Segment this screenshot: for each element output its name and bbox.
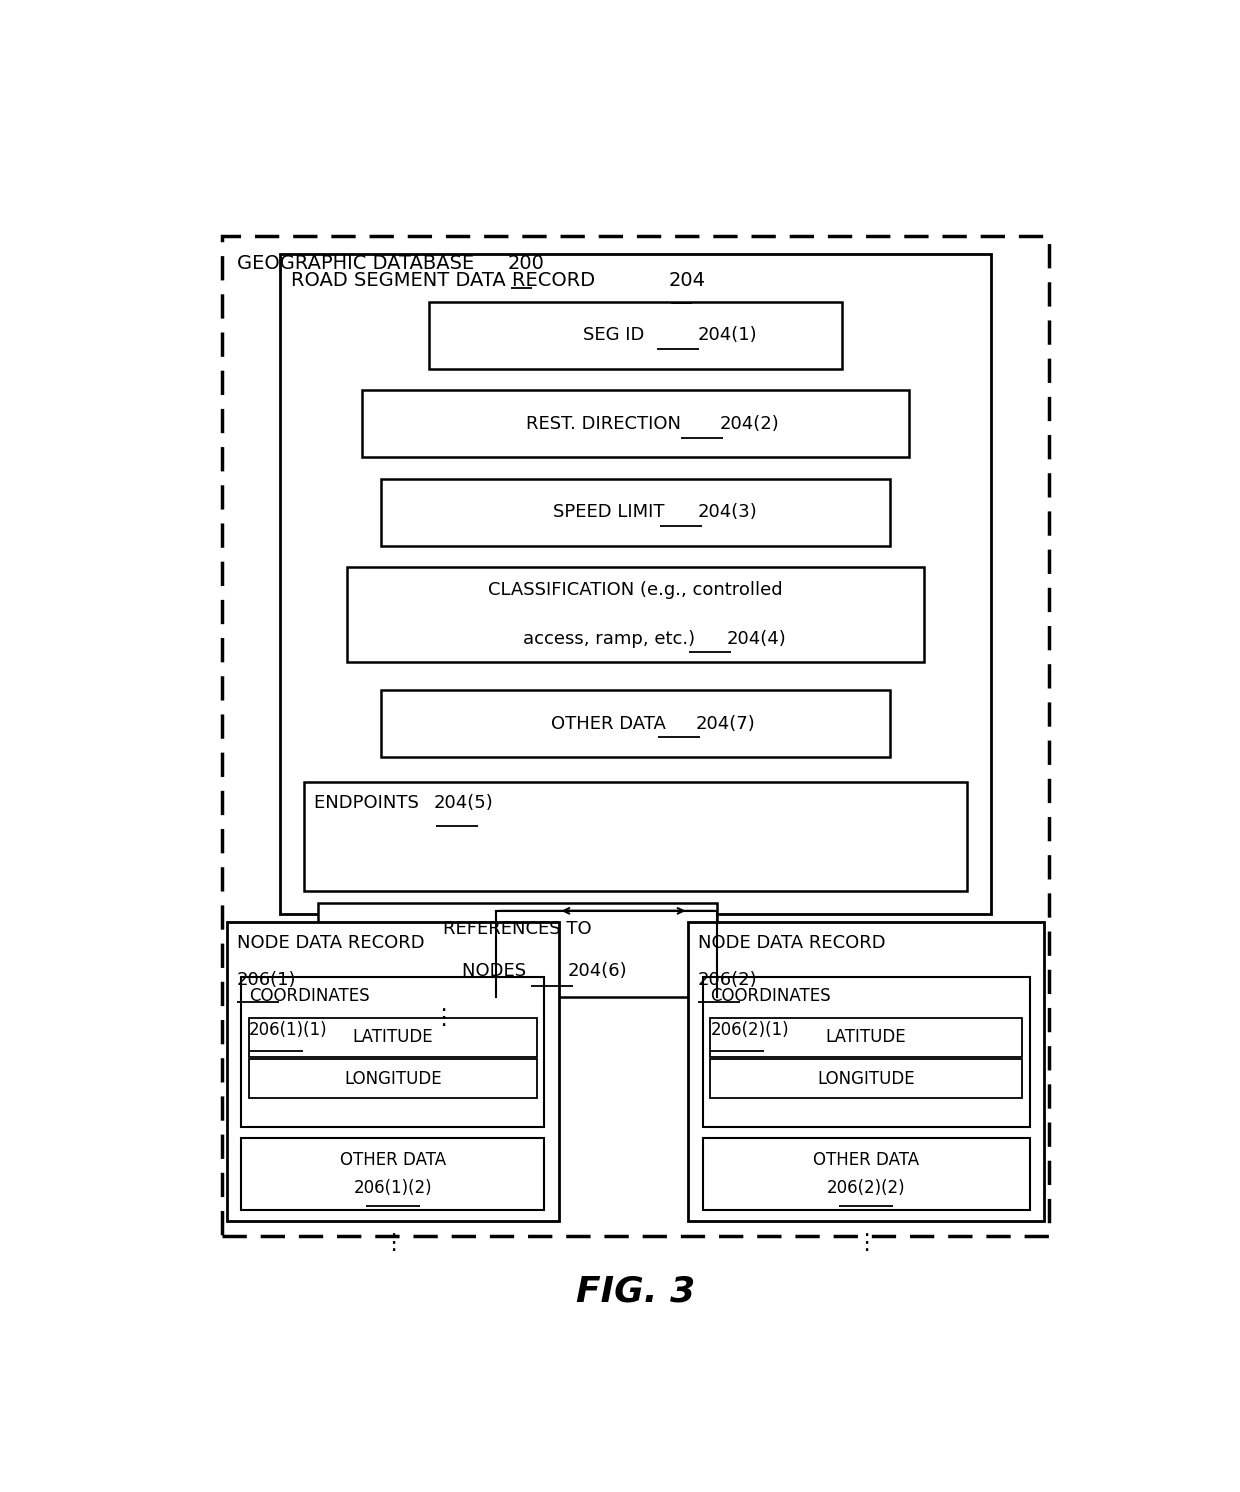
Text: ⋮: ⋮ (856, 1232, 877, 1253)
Bar (688, 922, 1044, 1220)
Bar (381, 691, 890, 756)
Text: OTHER DATA: OTHER DATA (813, 1152, 919, 1170)
Bar (249, 1059, 537, 1098)
Text: SEG ID: SEG ID (583, 327, 650, 345)
Text: OTHER DATA: OTHER DATA (551, 715, 672, 733)
Bar (227, 922, 558, 1220)
Text: REST. DIRECTION: REST. DIRECTION (526, 415, 687, 433)
Bar (280, 254, 991, 915)
Text: NODE DATA RECORD: NODE DATA RECORD (698, 934, 885, 952)
Text: NODE DATA RECORD: NODE DATA RECORD (237, 934, 424, 952)
Bar (242, 1138, 544, 1210)
Bar (347, 567, 924, 661)
Text: CLASSIFICATION (e.g., controlled: CLASSIFICATION (e.g., controlled (489, 582, 782, 600)
Bar (711, 1018, 1022, 1056)
Text: NODES: NODES (461, 961, 532, 980)
Text: access, ramp, etc.): access, ramp, etc.) (522, 630, 701, 648)
Text: 204(7): 204(7) (696, 715, 756, 733)
Bar (703, 977, 1029, 1126)
Text: 204(1): 204(1) (698, 327, 758, 345)
Bar (711, 1059, 1022, 1098)
Text: 204(4): 204(4) (727, 630, 786, 648)
Text: SPEED LIMIT: SPEED LIMIT (553, 503, 670, 521)
Bar (429, 301, 842, 369)
Bar (703, 1138, 1029, 1210)
Bar (381, 479, 890, 546)
Text: FIG. 3: FIG. 3 (575, 1274, 696, 1308)
Text: LATITUDE: LATITUDE (352, 1028, 433, 1046)
Text: ENDPOINTS: ENDPOINTS (314, 794, 424, 812)
Text: 206(2)(2): 206(2)(2) (827, 1179, 905, 1197)
Text: 206(1): 206(1) (237, 971, 296, 989)
Text: ⋮: ⋮ (433, 1007, 454, 1028)
Text: OTHER DATA: OTHER DATA (340, 1152, 446, 1170)
Text: LATITUDE: LATITUDE (826, 1028, 906, 1046)
Text: COORDINATES: COORDINATES (249, 986, 370, 1004)
Text: COORDINATES: COORDINATES (711, 986, 831, 1004)
Bar (242, 977, 544, 1126)
Bar (319, 903, 717, 997)
Text: REFERENCES TO: REFERENCES TO (444, 921, 591, 938)
Text: LONGITUDE: LONGITUDE (817, 1070, 915, 1088)
Text: ROAD SEGMENT DATA RECORD: ROAD SEGMENT DATA RECORD (291, 272, 601, 289)
Text: 204(6): 204(6) (568, 961, 627, 980)
Text: LONGITUDE: LONGITUDE (343, 1070, 441, 1088)
Text: ⋮: ⋮ (382, 1232, 404, 1253)
Bar (304, 782, 967, 891)
Bar (249, 1018, 537, 1056)
Text: 206(2): 206(2) (698, 971, 758, 989)
Text: 204: 204 (668, 272, 706, 289)
Bar (222, 236, 1049, 1235)
Text: 200: 200 (507, 254, 544, 273)
Bar (362, 391, 909, 457)
Text: 204(5): 204(5) (434, 794, 494, 812)
Text: 204(3): 204(3) (698, 503, 758, 521)
Text: 206(1)(1): 206(1)(1) (249, 1021, 327, 1038)
Text: 204(2): 204(2) (720, 415, 780, 433)
Text: GEOGRAPHIC DATABASE: GEOGRAPHIC DATABASE (237, 254, 480, 273)
Text: 206(1)(2): 206(1)(2) (353, 1179, 433, 1197)
Text: 206(2)(1): 206(2)(1) (711, 1021, 789, 1038)
